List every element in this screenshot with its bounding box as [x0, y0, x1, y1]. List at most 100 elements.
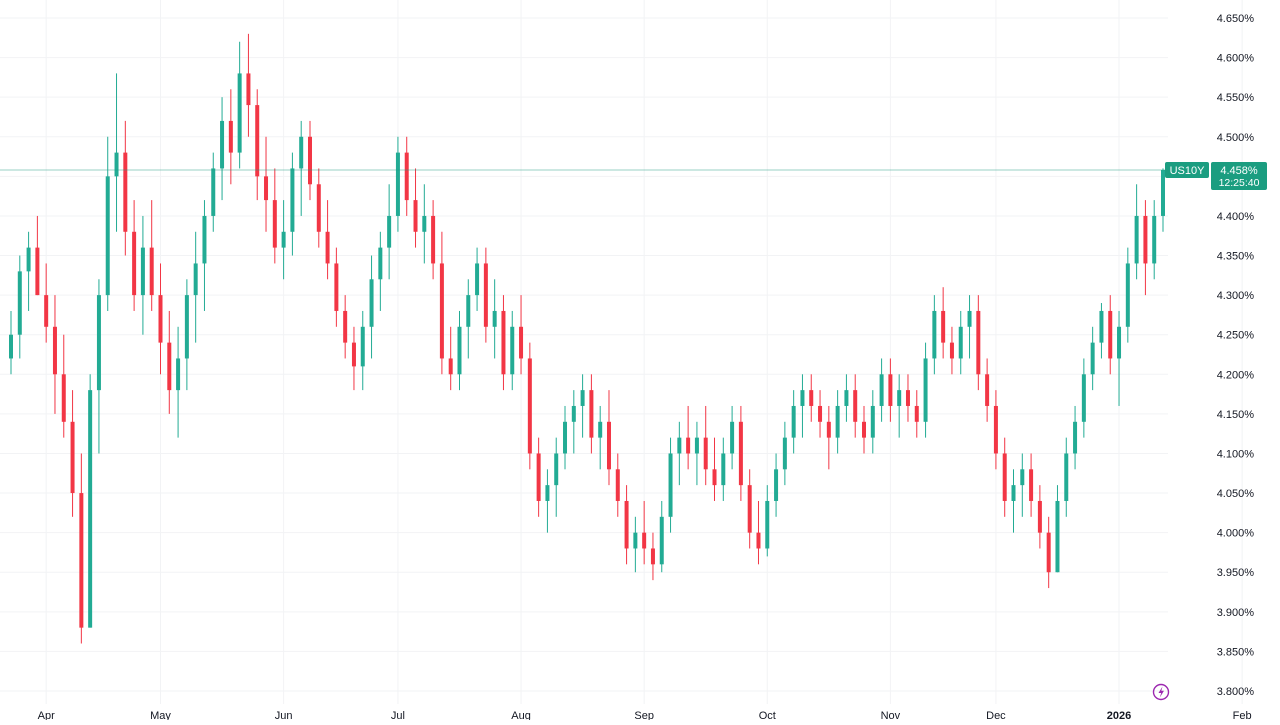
candle — [800, 374, 805, 438]
candle-body — [554, 453, 559, 486]
candle — [167, 310, 172, 414]
candle — [765, 485, 770, 557]
y-tick-label: 3.950% — [1217, 567, 1255, 579]
candle — [598, 405, 603, 470]
candle-body — [228, 120, 233, 153]
candle — [791, 390, 796, 454]
candle — [431, 200, 436, 280]
candle — [1029, 453, 1034, 517]
candle-body — [70, 421, 75, 494]
candle — [220, 97, 225, 201]
candle-body — [703, 437, 708, 470]
candle — [844, 374, 849, 422]
candle-body — [52, 326, 57, 375]
candle-body — [387, 215, 392, 248]
candle — [237, 41, 242, 169]
x-tick-label: Dec — [986, 710, 1006, 720]
candle — [307, 120, 312, 201]
candle — [536, 437, 541, 517]
candle-body — [439, 263, 444, 359]
countdown-tag: 12:25:40 — [1219, 177, 1260, 189]
candle — [1117, 310, 1122, 406]
candle — [510, 310, 515, 391]
candle — [1090, 326, 1095, 391]
candle-body — [818, 405, 823, 422]
candle-body — [369, 279, 374, 327]
candle — [782, 421, 787, 486]
y-tick-label: 4.400% — [1217, 211, 1255, 223]
candle — [1152, 200, 1157, 280]
candle-body — [738, 421, 743, 486]
candle-body — [395, 152, 400, 216]
candle — [343, 295, 348, 359]
candle-body — [466, 295, 471, 327]
y-tick-label: 4.000% — [1217, 528, 1255, 540]
candle-body — [299, 136, 304, 169]
candle-body — [1134, 215, 1139, 264]
candle — [351, 326, 356, 391]
candle — [756, 500, 761, 565]
last-value-tag-bg — [1211, 162, 1267, 190]
candle — [387, 184, 392, 280]
candle — [299, 120, 304, 216]
candle — [360, 310, 365, 391]
candle-body — [1152, 215, 1157, 264]
candle — [272, 168, 277, 264]
candle-body — [782, 437, 787, 470]
candle — [659, 500, 664, 573]
candle-body — [202, 215, 207, 264]
candle — [439, 231, 444, 375]
candle-body — [527, 358, 532, 454]
candle — [870, 390, 875, 454]
candle-body — [923, 358, 928, 422]
candle-body — [281, 231, 286, 248]
candle — [246, 33, 251, 137]
candle-body — [61, 374, 66, 422]
lightning-icon[interactable] — [1152, 683, 1170, 701]
y-tick-label: 4.250% — [1217, 330, 1255, 342]
candle-body — [536, 453, 541, 501]
candle-body — [360, 326, 365, 367]
candle-body — [413, 200, 418, 232]
candle — [422, 184, 427, 264]
candle — [325, 200, 330, 280]
candle — [589, 374, 594, 454]
candle-body — [237, 73, 242, 153]
candle — [1161, 168, 1165, 232]
candle-body — [501, 310, 506, 375]
candle — [457, 310, 462, 391]
candle — [395, 136, 400, 232]
candle — [264, 136, 269, 232]
candle-body — [888, 374, 893, 406]
candle-body — [220, 120, 225, 169]
candle-body — [167, 342, 172, 391]
candle — [809, 374, 814, 422]
candle — [668, 437, 673, 533]
candle — [862, 405, 867, 454]
candle-body — [686, 437, 691, 454]
candle — [1099, 303, 1104, 359]
candle-body — [747, 485, 752, 533]
candle — [747, 469, 752, 549]
candle-body — [765, 500, 770, 549]
symbol-tag-bg — [1165, 162, 1209, 178]
candle — [826, 405, 831, 470]
candle — [686, 405, 691, 470]
candle-body — [483, 263, 488, 327]
candle-body — [492, 310, 497, 327]
candle — [334, 247, 339, 327]
candle — [721, 437, 726, 501]
candle — [897, 374, 902, 438]
candle — [1143, 200, 1148, 296]
candle — [1081, 358, 1086, 438]
x-tick-label: Jul — [391, 710, 405, 720]
candle-body — [905, 390, 910, 406]
candle-body — [791, 405, 796, 438]
candle-body — [993, 405, 998, 454]
candle — [193, 231, 198, 343]
candle-body — [44, 295, 49, 327]
candle — [52, 295, 57, 414]
candle — [501, 295, 506, 391]
